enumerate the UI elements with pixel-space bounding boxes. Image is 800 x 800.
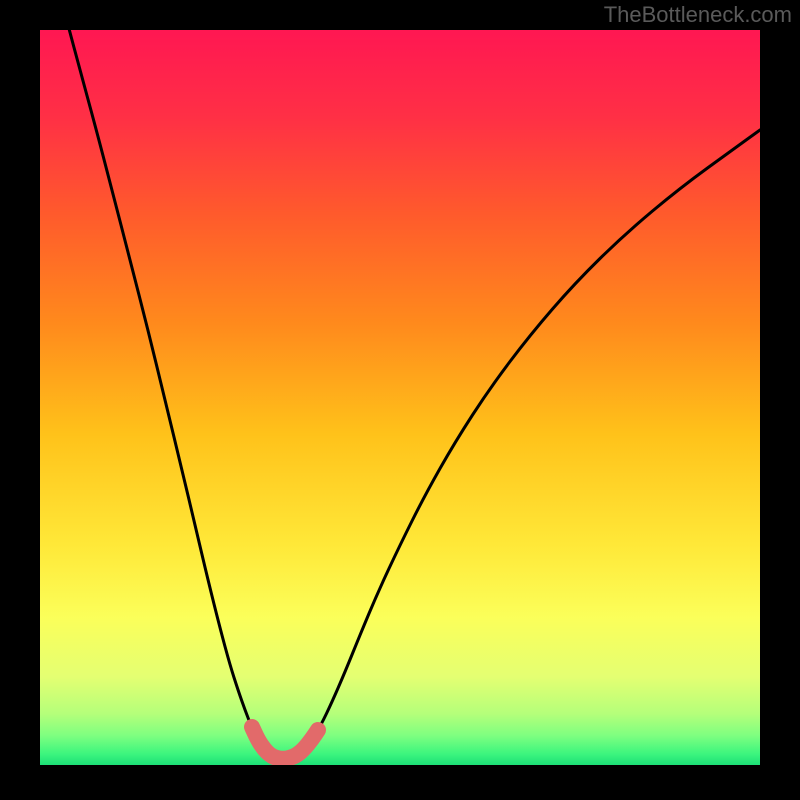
plot-area — [40, 30, 760, 765]
chart-viewport: TheBottleneck.com — [0, 0, 800, 800]
bottleneck-curve — [68, 30, 760, 760]
curve-layer — [40, 30, 760, 765]
optimal-range-highlight — [252, 727, 318, 759]
watermark-text: TheBottleneck.com — [604, 2, 792, 28]
